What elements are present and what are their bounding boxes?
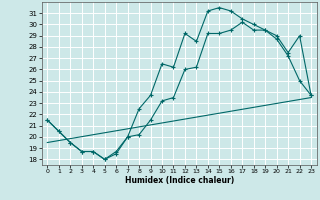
- X-axis label: Humidex (Indice chaleur): Humidex (Indice chaleur): [124, 176, 234, 185]
